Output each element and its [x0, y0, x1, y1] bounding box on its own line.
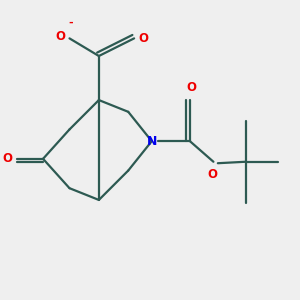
- Text: O: O: [2, 152, 12, 165]
- Text: O: O: [139, 32, 148, 45]
- Text: -: -: [68, 18, 73, 28]
- Text: O: O: [186, 81, 197, 94]
- Text: N: N: [146, 135, 157, 148]
- Text: O: O: [207, 168, 217, 181]
- Text: O: O: [55, 30, 65, 44]
